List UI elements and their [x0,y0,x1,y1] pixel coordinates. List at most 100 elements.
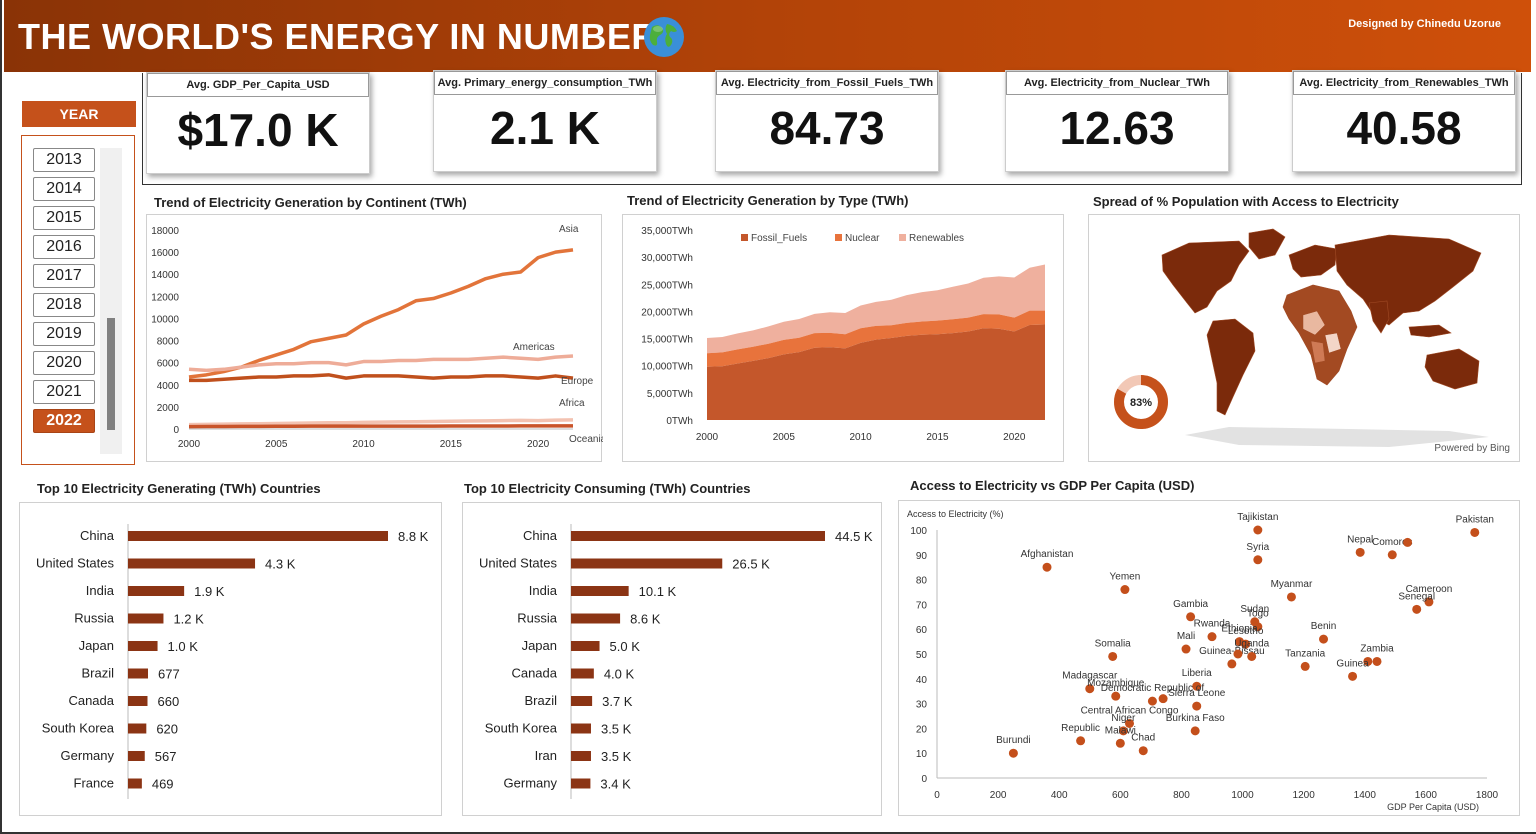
series-line-europe [189,373,574,383]
continent-shapes [1161,228,1489,447]
bar-value-label: 567 [155,749,177,764]
kpi-label: Avg. Electricity_from_Renewables_TWh [1293,71,1515,95]
bar-category-label: United States [36,556,115,571]
year-button-2020[interactable]: 2020 [33,351,95,375]
point-label: Somalia [1095,638,1132,649]
bar-value-label: 660 [158,694,180,709]
scatter-point [1363,656,1373,666]
year-button-2015[interactable]: 2015 [33,206,95,230]
bar-category-label: South Korea [485,721,558,736]
year-button-2016[interactable]: 2016 [33,235,95,259]
bar [128,613,164,624]
y-tick-label: 70 [916,600,928,611]
series-label: Asia [559,224,579,235]
series-label: Oceania [569,434,603,445]
series-line-asia [188,248,574,379]
x-tick-label: 400 [1051,790,1068,801]
year-button-2018[interactable]: 2018 [33,293,95,317]
bar [128,668,149,679]
y-tick-label: 60 [916,625,928,636]
year-button-2021[interactable]: 2021 [33,380,95,404]
scatter-point [1042,562,1052,572]
x-tick-label: 200 [990,790,1007,801]
generating-bar-chart: China 8.8 K United States 4.3 K India 1.9 K Ru… [36,524,429,799]
greenland-shape [1248,228,1286,260]
bar-category-label: China [80,528,115,543]
scatter-point [1190,726,1200,736]
point-label: Central African Congo [1081,705,1179,716]
bar [571,558,723,569]
y-tick-label: 90 [916,551,928,562]
year-slicer: 2013 2014 2015 2016 2017 2018 2019 2020 2021 2022 [21,135,135,465]
scatter-point [1108,651,1118,661]
scatter-point [1286,592,1296,602]
y-tick-label: 0 [173,425,179,436]
series-label: Americas [513,342,555,353]
bar-category-label: Germany [504,776,558,791]
bar-category-label: Japan [522,638,557,653]
point-label: Burundi [996,735,1030,746]
antarctica-shape [1185,427,1489,447]
scatter-point [1120,585,1130,595]
y-tick-label: 100 [910,526,927,537]
y-axis-title: Access to Electricity (%) [907,509,1004,519]
x-tick-label: 2015 [926,432,949,443]
bar [571,641,600,651]
bar [128,641,158,651]
y-tick-label: 10000 [151,314,179,325]
bar [128,531,388,541]
year-button-2022[interactable]: 2022 [33,409,95,433]
year-button-2013[interactable]: 2013 [33,148,95,172]
x-tick-label: 2010 [352,439,375,450]
access-chart-panel: 0 10 20 30 40 50 60 70 80 90 100 0 200 400 600 800 1000 1… [898,500,1520,816]
x-tick-label: 2005 [773,432,796,443]
series-line-americas [188,354,574,373]
year-button-2017[interactable]: 2017 [33,264,95,288]
slicer-scrollbar[interactable] [100,148,122,454]
legend-swatch [835,234,842,241]
year-button-2019[interactable]: 2019 [33,322,95,346]
y-tick-label: 80 [916,576,928,587]
x-tick-label: 2000 [178,439,201,450]
bar-category-label: Brazil [524,693,557,708]
point-label: Cameroon [1406,584,1453,595]
bar [128,778,142,789]
y-tick-label: 30,000TWh [641,253,693,264]
series-label: Europe [561,376,594,387]
y-tick-label: 15,000TWh [641,335,693,346]
scatter-point [1085,684,1095,694]
slicer-scroll-thumb[interactable] [107,318,115,430]
scatter-point [1158,694,1168,704]
bar-category-label: Brazil [81,666,114,681]
bar-value-label: 3.7 K [602,694,633,709]
kpi-card-gdp: Avg. GDP_Per_Capita_USD $17.0 K [146,72,370,174]
bar [571,778,591,789]
consuming-chart-panel: China 44.5 K United States 26.5 K India 10.1 … [462,502,882,816]
bar-category-label: Russia [517,611,558,626]
scatter-point [1241,639,1251,649]
kpi-value: 84.73 [769,102,885,154]
point-label: Syria [1246,542,1269,553]
bar-value-label: 3.5 K [601,722,632,737]
point-label: Afghanistan [1021,549,1074,560]
bar-value-label: 4.0 K [604,667,635,682]
type-chart-panel: 0TWh 5,000TWh 10,000TWh 15,000TWh 20,000TWh 2… [622,214,1064,462]
point-label: Democratic Republic of [1101,683,1205,694]
header-banner: THE WORLD'S ENERGY IN NUMBERS Designed b… [4,0,1531,72]
generating-chart-title: Top 10 Electricity Generating (TWh) Coun… [37,481,321,496]
x-tick-label: 1400 [1354,790,1377,801]
bar-value-label: 26.5 K [732,557,770,572]
generating-chart-panel: China 8.8 K United States 4.3 K India 1.9 K Ru… [19,502,442,816]
point-label: Sudan [1240,604,1269,615]
bar-value-label: 44.5 K [835,529,873,544]
point-label: Comoros [1372,537,1413,548]
point-label: Lesotho [1228,626,1264,637]
consuming-bar-chart: China 44.5 K United States 26.5 K India 10.1 … [479,524,873,799]
y-tick-label: 30 [916,700,928,711]
scatter-point [1147,696,1157,706]
x-tick-label: 600 [1112,790,1129,801]
year-button-2014[interactable]: 2014 [33,177,95,201]
scatter-point [1076,736,1086,746]
scatter-point [1412,604,1422,614]
